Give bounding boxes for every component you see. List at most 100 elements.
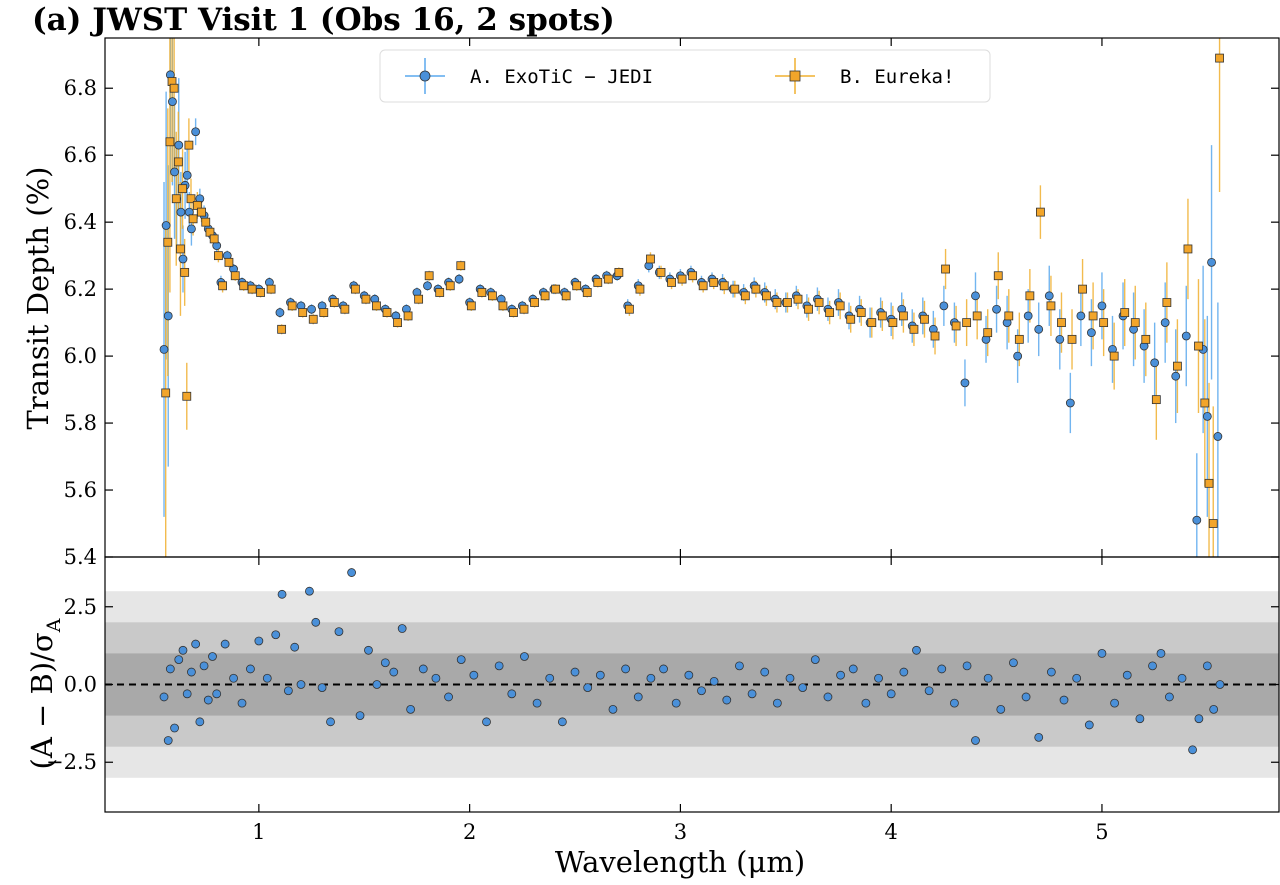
residual-point [971,736,980,745]
residual-point [785,673,795,683]
residual-point [937,664,947,674]
residual-point [182,689,192,699]
point-a [1013,351,1023,361]
residual-point [326,717,335,727]
point-a [182,170,192,180]
point-a [176,207,186,217]
point-a [168,97,177,107]
residual-point [159,692,169,702]
residual-point [1164,692,1174,702]
residual-point [633,692,643,702]
point-b [814,298,824,307]
residual-point [418,664,428,674]
point-a [1034,324,1044,334]
residual-point [874,673,883,683]
residual-point [397,624,407,633]
legend: A. ExoTiC − JEDI B. Eureka! [379,49,991,103]
point-b [224,257,234,267]
point-b [1130,318,1140,328]
residual-point [983,673,993,683]
residual-point [747,689,757,699]
point-b [993,271,1003,281]
residual-point [886,689,896,699]
residual-point [1177,673,1187,683]
point-b [287,301,297,311]
point-a [960,378,970,388]
residual-point [545,673,555,683]
point-b [445,281,455,291]
bottom-y-label-main: (A − B)/σ [25,632,59,769]
bottom-y-label-sub: A [43,618,65,633]
residual-point [836,670,845,680]
residual-point [646,673,656,683]
top-series-group [159,38,1224,557]
point-b [340,304,350,314]
residual-point [246,664,255,674]
top-y-tick-label: 6.4 [64,210,97,234]
point-b [1067,334,1077,344]
point-b [169,83,179,93]
residual-point [494,661,504,671]
residual-point [1135,714,1145,724]
point-b [382,308,392,317]
point-b [762,291,771,301]
point-b [256,288,265,297]
point-b [751,284,761,294]
top-y-tick-label: 6.0 [64,344,97,368]
point-b [213,251,223,261]
point-b [466,301,476,311]
point-a [178,254,188,264]
bottom-y-tick-label: 0.0 [64,673,97,697]
point-b [635,284,645,294]
residual-point [1122,670,1132,680]
point-b [1046,301,1056,311]
residual-point [1021,692,1031,702]
residual-point [659,664,668,674]
residual-point [456,655,466,665]
residual-point [170,723,179,733]
residual-point [760,667,770,677]
point-a [1160,318,1170,328]
point-a [1076,311,1086,321]
point-b [793,294,803,304]
x-tick-label: 4 [884,820,897,844]
point-b [487,291,497,301]
residual-point [671,698,681,708]
point-a [159,344,169,354]
residual-point [195,717,205,727]
point-a [1213,432,1223,441]
residual-point [1034,732,1044,742]
point-b [163,237,173,247]
point-b [180,267,190,277]
point-b [561,291,571,301]
point-b [188,214,198,224]
residual-point [1194,714,1204,724]
point-b [1036,207,1045,217]
residual-point [557,717,567,727]
residual-point [165,664,175,674]
legend-box [379,49,991,103]
point-b [740,291,750,301]
top-y-tick-label: 5.4 [64,545,97,569]
residual-point [709,676,719,686]
residual-point [262,673,272,683]
legend-label-a: A. ExoTiC − JEDI [470,66,653,88]
point-b [201,217,211,227]
residual-point [178,645,188,655]
residual-point [317,683,327,693]
point-b [184,140,194,150]
residual-point [1215,680,1225,689]
point-b [667,278,676,287]
x-tick-label: 1 [252,820,265,844]
point-b [509,308,518,317]
point-b [688,271,698,281]
point-b [877,311,887,321]
point-b [1208,519,1218,528]
residual-point [1072,673,1082,683]
point-b [456,261,466,271]
top-panel-frame [104,37,1280,558]
point-b [582,288,592,297]
point-b [1151,395,1161,405]
residual-point [798,683,808,693]
point-b [593,278,603,287]
